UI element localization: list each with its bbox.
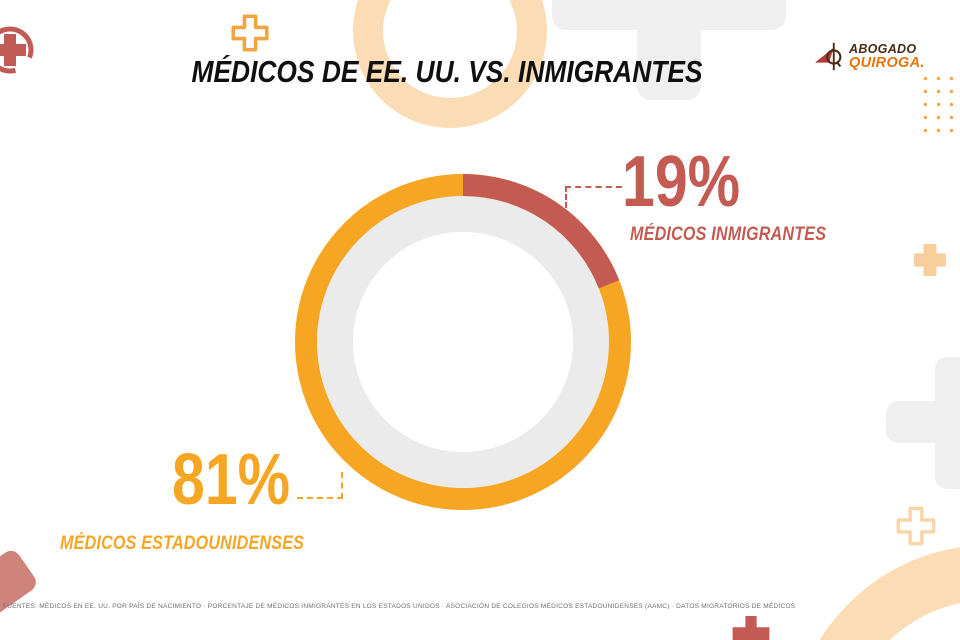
label-immigrants: MÉDICOS INMIGRANTES xyxy=(630,224,827,245)
percent-us: 81% xyxy=(172,440,291,520)
plus-solid-red-icon xyxy=(732,616,770,640)
percent-immigrants: 19% xyxy=(622,142,741,222)
plus-gray-decoration-top xyxy=(552,0,786,100)
plus-outline-icon xyxy=(231,14,269,52)
page-title: MÉDICOS DE EE. UU. VS. INMIGRANTES xyxy=(191,54,703,89)
logo-line1: ABOGADO xyxy=(849,42,917,57)
plus-outline-peach-icon xyxy=(896,506,936,546)
scales-of-justice-icon xyxy=(814,42,842,71)
donut-chart xyxy=(295,174,631,510)
logo-line2: QUIROGA. xyxy=(849,54,925,71)
callout-connector-immigrants xyxy=(565,186,622,216)
plus-gray-decoration-right xyxy=(886,357,960,489)
medical-cross-icon xyxy=(0,26,34,74)
plus-solid-peach-icon xyxy=(914,244,946,276)
dots-grid-decoration xyxy=(919,72,960,134)
callout-connector-us xyxy=(297,472,343,499)
donut-center xyxy=(353,232,573,452)
circle-ring-decoration-bottom-right xyxy=(790,545,960,640)
brand-logo: ABOGADO QUIROGA. xyxy=(814,40,925,74)
label-us: MÉDICOS ESTADOUNIDENSES xyxy=(60,533,305,554)
donut-inner-gray-ring xyxy=(317,196,609,488)
source-citation: FUENTES: MÉDICOS EN EE. UU. POR PAÍS DE … xyxy=(3,603,796,610)
donut-segment-immigrants xyxy=(295,174,631,510)
